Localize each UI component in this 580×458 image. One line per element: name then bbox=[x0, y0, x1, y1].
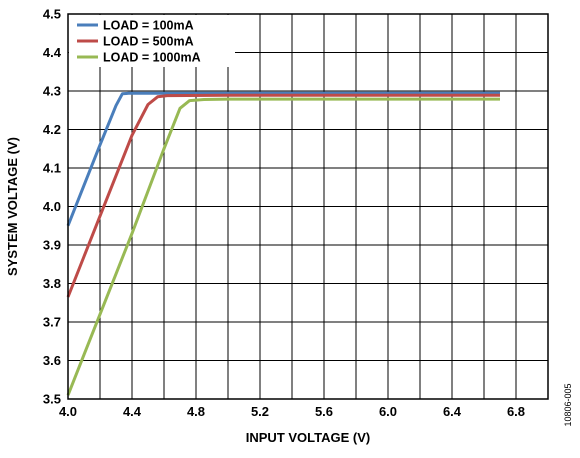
x-axis-ticks: 4.0 4.4 4.8 5.2 5.6 6.0 6.4 6.8 bbox=[59, 404, 525, 419]
series-lines bbox=[66, 91, 500, 396]
legend: LOAD = 100mA LOAD = 500mA LOAD = 1000mA bbox=[69, 15, 235, 67]
x-tick-label: 6.0 bbox=[379, 404, 397, 419]
series-line-2 bbox=[66, 93, 500, 298]
y-tick-label: 3.8 bbox=[43, 276, 61, 291]
y-tick-label: 4.3 bbox=[43, 84, 61, 99]
y-tick-label: 3.7 bbox=[43, 315, 61, 330]
x-axis-title: INPUT VOLTAGE (V) bbox=[246, 430, 370, 445]
y-tick-label: 4.0 bbox=[43, 199, 61, 214]
x-tick-label: 4.0 bbox=[59, 404, 77, 419]
legend-label-2: LOAD = 500mA bbox=[103, 35, 194, 49]
x-tick-label: 4.8 bbox=[187, 404, 205, 419]
x-tick-label: 6.4 bbox=[443, 404, 462, 419]
series-line-1 bbox=[66, 91, 500, 227]
y-tick-label: 3.9 bbox=[43, 238, 61, 253]
figure-id: 10806-005 bbox=[563, 383, 573, 426]
x-tick-label: 6.8 bbox=[507, 404, 525, 419]
y-tick-label: 4.2 bbox=[43, 122, 61, 137]
y-tick-label: 3.6 bbox=[43, 353, 61, 368]
x-tick-label: 5.2 bbox=[251, 404, 269, 419]
y-tick-label: 4.1 bbox=[43, 161, 61, 176]
y-tick-label: 4.5 bbox=[43, 7, 61, 22]
series-line-3 bbox=[66, 97, 500, 396]
y-axis-title: SYSTEM VOLTAGE (V) bbox=[5, 137, 20, 276]
legend-label-1: LOAD = 100mA bbox=[103, 19, 194, 33]
x-tick-label: 5.6 bbox=[315, 404, 333, 419]
y-axis-ticks: 3.5 3.6 3.7 3.8 3.9 4.0 4.1 4.2 4.3 4.4 4.5 bbox=[43, 7, 62, 407]
legend-label-3: LOAD = 1000mA bbox=[103, 51, 201, 65]
plot-frame bbox=[67, 13, 549, 400]
x-tick-label: 4.4 bbox=[123, 404, 142, 419]
y-tick-label: 4.4 bbox=[43, 45, 62, 60]
y-tick-label: 3.5 bbox=[43, 392, 61, 407]
grid-lines bbox=[68, 14, 548, 399]
